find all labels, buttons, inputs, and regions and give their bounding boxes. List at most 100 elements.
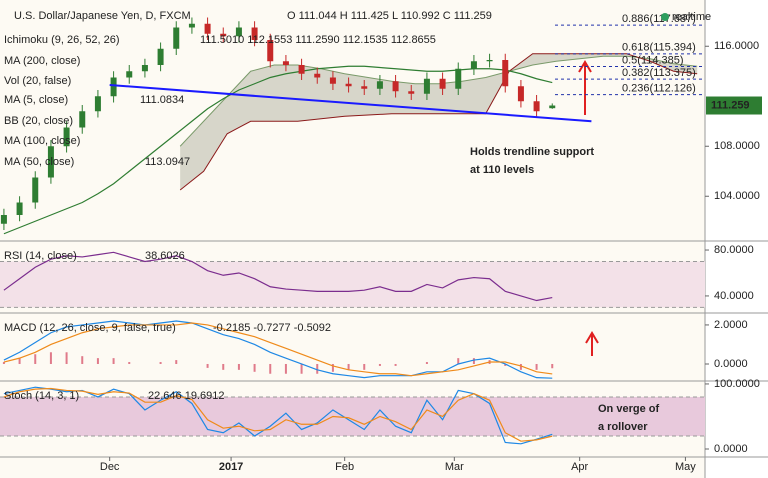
candle-body [63,127,70,147]
candle-body [439,78,446,89]
pane-title: Stoch (14, 3, 1) [4,390,79,402]
histogram-bar [331,363,334,372]
histogram-bar [253,363,256,372]
candle-body [188,23,195,28]
candle-body [408,91,415,94]
y-tick-label: 116.0000 [714,40,759,52]
pane-readout: -0.2185 -0.7277 -0.5092 [213,322,331,334]
indicator-label: Ichimoku (9, 26, 52, 26) [4,34,120,46]
chart-title: U.S. Dollar/Japanese Yen, D, FXCM [14,10,191,22]
histogram-bar [284,363,287,374]
histogram-bar [378,363,381,366]
last-price-badge [706,96,762,115]
cloud [180,53,698,190]
histogram-bar [159,362,162,364]
candle-body [79,111,86,128]
indicator-label: MA (200, close) [4,55,80,67]
histogram-bar [300,363,303,374]
indicator-label: MA (100, close) [4,135,80,147]
arrow [578,60,592,115]
histogram-bar [96,358,99,364]
annotation: a rollover [598,421,648,433]
candle-body [0,215,7,224]
histogram-bar [535,363,538,370]
histogram-bar [34,354,37,364]
candle-body [173,27,180,49]
y-tick-label: 0.0000 [714,358,748,370]
histogram-bar [175,360,178,364]
x-tick-label: Dec [100,461,120,473]
histogram-bar [206,363,209,368]
x-tick-label: 2017 [219,461,243,473]
candle-body [220,33,227,37]
indicator-label: BB (20, close) [4,115,73,127]
candle-body [455,68,462,89]
histogram-bar [347,363,350,370]
histogram-bar [65,352,68,364]
histogram-bar [504,363,507,366]
price-axis-area [705,0,768,478]
candle-body [298,65,305,74]
histogram-bar [2,362,5,364]
histogram-bar [316,363,319,374]
ohlc-readout: O 111.044 H 111.425 L 110.992 C 111.259 [287,10,492,22]
indicator-label: MA (5, close) [4,94,68,106]
annotation: at 110 levels [470,164,534,176]
candle-body [32,177,39,203]
last-price-label: 111.259 [711,99,750,111]
histogram-bar [425,362,428,364]
candle-body [94,96,101,112]
histogram-bar [472,358,475,364]
pane-title: MACD (12, 26, close, 9, false, true) [4,322,176,334]
candle-body [16,202,23,215]
series-line [3,322,553,377]
indicator-readout: 111.5010 112.1553 111.2590 112.1535 112.… [200,34,436,46]
series-line [3,251,553,302]
histogram-bar [128,362,131,364]
fib-label: 0.5(114.385) [622,54,684,66]
indicator-label: MA (50, close) [4,156,74,168]
y-tick-label: 0.0000 [714,443,748,455]
histogram-bar [18,358,21,364]
candle-body [267,40,274,62]
realtime-label: realtime [672,11,711,23]
indicator-readout: 113.0947 [145,156,190,168]
candle-body [251,27,258,40]
candle-body [533,101,540,112]
y-tick-label: 100.0000 [714,378,760,390]
y-tick-label: 40.0000 [714,290,754,302]
trendline [109,84,592,123]
candle-body [157,48,164,65]
y-tick-label: 108.0000 [714,140,760,152]
candle-body [204,23,211,34]
cloud-edge [179,55,698,147]
series-line [3,386,553,445]
histogram-bar [112,358,115,364]
candle-body [549,105,556,109]
band [0,396,705,436]
histogram-bar [394,363,397,366]
series-line [3,387,553,442]
annotation: Holds trendline support [470,146,594,158]
candle-body [126,71,133,78]
histogram-bar [81,356,84,364]
candle-body [502,60,509,87]
candle-body [376,81,383,89]
indicator-readout: 111.0834 [140,94,184,106]
pane-readout: 22.646 19.6912 [148,390,224,402]
candle-body [282,61,289,65]
band [0,261,705,308]
candle-body [345,83,352,87]
candle-body [361,86,368,89]
histogram-bar [237,363,240,370]
histogram-bar [363,363,366,370]
fib-label: 0.886(117.687) [622,13,696,25]
candle-body [423,78,430,94]
candle-body [235,27,242,37]
candle-body [486,60,493,62]
x-tick-label: Apr [571,461,588,473]
fib-label: 0.618(115.394) [622,42,696,54]
y-tick-label: 80.0000 [714,244,754,256]
series-line [3,320,553,379]
candle-body [141,65,148,72]
